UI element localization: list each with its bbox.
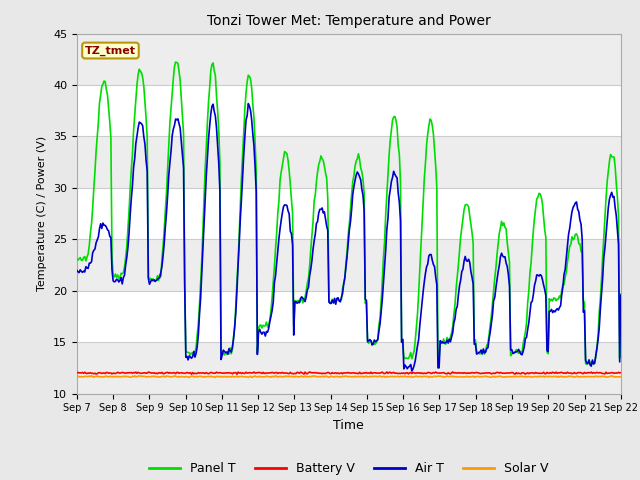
Solar V [242,374,250,380]
Panel T [404,356,412,361]
Panel T [378,278,386,284]
Air T [569,204,577,210]
Air T [408,368,415,374]
Battery V [617,370,625,376]
Line: Solar V: Solar V [77,376,621,378]
Text: TZ_tmet: TZ_tmet [85,46,136,56]
Battery V [303,371,311,377]
Panel T [172,59,179,65]
Line: Air T: Air T [77,104,621,371]
Bar [77,136,621,188]
Panel T [474,350,481,356]
Battery V [406,370,413,376]
Bar [77,240,621,291]
Battery V [378,369,386,375]
Panel T [568,234,576,240]
Panel T [303,280,311,286]
Battery V [73,370,81,376]
Air T [303,287,311,293]
Solar V [380,373,387,379]
Panel T [617,291,625,297]
Battery V [383,369,390,375]
Panel T [73,256,81,262]
Line: Battery V: Battery V [77,372,621,374]
Battery V [243,370,251,376]
Y-axis label: Temperature (C) / Power (V): Temperature (C) / Power (V) [37,136,47,291]
Solar V [305,374,312,380]
X-axis label: Time: Time [333,419,364,432]
Bar [77,34,621,85]
Air T [378,297,386,302]
Air T [475,349,483,355]
Legend: Panel T, Battery V, Air T, Solar V: Panel T, Battery V, Air T, Solar V [144,457,554,480]
Air T [617,292,625,298]
Battery V [233,372,241,377]
Solar V [569,374,577,380]
Solar V [475,374,483,380]
Solar V [244,375,252,381]
Panel T [243,79,251,84]
Air T [244,101,252,107]
Battery V [475,370,483,376]
Solar V [406,374,413,380]
Line: Panel T: Panel T [77,62,621,364]
Bar [77,342,621,394]
Panel T [583,361,591,367]
Air T [242,117,250,123]
Air T [73,267,81,273]
Battery V [569,371,577,376]
Solar V [617,374,625,380]
Air T [404,364,412,370]
Title: Tonzi Tower Met: Temperature and Power: Tonzi Tower Met: Temperature and Power [207,14,491,28]
Solar V [272,373,280,379]
Solar V [73,373,81,379]
